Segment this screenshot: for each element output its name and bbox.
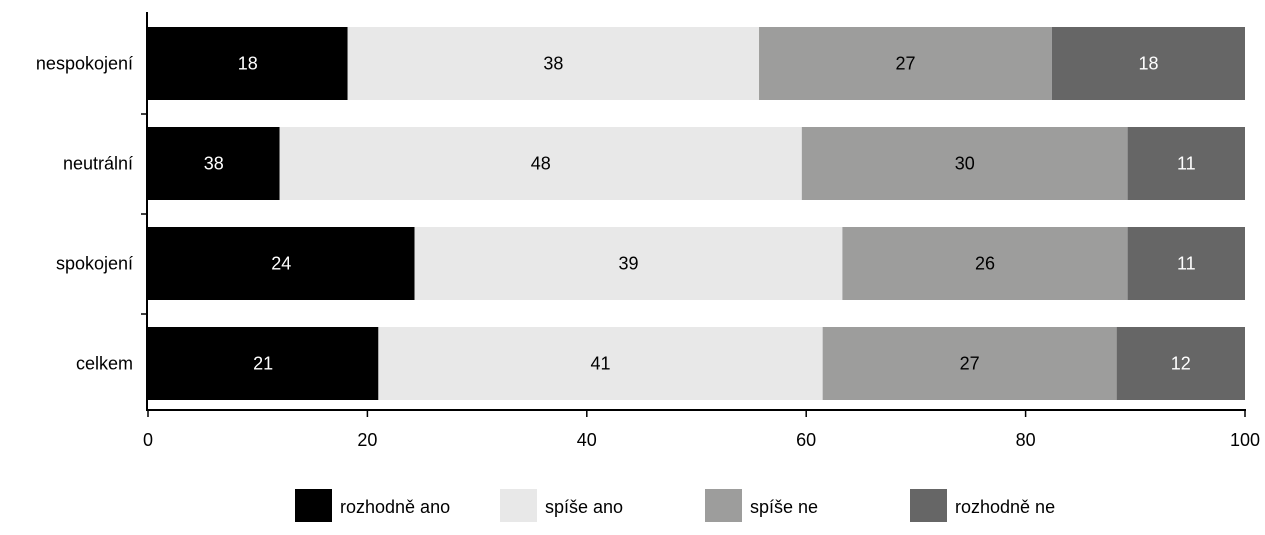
- axes: [141, 12, 1246, 411]
- bar-segment-4-4: [1116, 327, 1245, 400]
- data-label-4-3: 27: [960, 354, 980, 374]
- bars-group: 18 38 27 18 38 48 30 11 24 39 26 11 21 41 27 12: [148, 27, 1245, 400]
- bar-segment-3-1: [148, 227, 415, 300]
- x-tick-label-6: 100: [1230, 430, 1260, 450]
- x-tick-label-2: 20: [357, 430, 377, 450]
- x-tick-label-5: 80: [1016, 430, 1036, 450]
- bar-segment-4-2: [378, 327, 823, 400]
- x-axis-ticks: 0 20 40 60 80 100: [143, 410, 1260, 450]
- bar-segment-2-4: [1127, 127, 1245, 200]
- category-label-3: spokojení: [56, 254, 133, 274]
- category-label-1: nespokojení: [36, 54, 133, 74]
- bar-segment-1-2: [347, 27, 760, 100]
- data-label-4-2: 41: [590, 354, 610, 374]
- bar-segment-1-1: [148, 27, 348, 100]
- data-label-4-1: 21: [253, 354, 273, 374]
- data-label-2-3: 30: [955, 154, 975, 174]
- data-label-2-1: 38: [204, 154, 224, 174]
- legend-label-3: spíše ne: [750, 497, 818, 517]
- legend-label-2: spíše ano: [545, 497, 623, 517]
- bar-segment-1-3: [759, 27, 1052, 100]
- x-tick-label-3: 40: [577, 430, 597, 450]
- data-label-1-3: 27: [895, 54, 915, 74]
- legend-swatch-3: [705, 489, 742, 522]
- bar-segment-1-4: [1051, 27, 1245, 100]
- legend: rozhodně ano spíše ano spíše ne rozhodně ne: [295, 489, 1055, 522]
- legend-label-1: rozhodně ano: [340, 497, 450, 517]
- bar-segment-2-1: [148, 127, 280, 200]
- bar-segment-4-3: [822, 327, 1117, 400]
- data-label-1-4: 18: [1138, 54, 1158, 74]
- category-label-2: neutrální: [63, 154, 133, 174]
- data-label-1-1: 18: [238, 54, 258, 74]
- data-label-3-3: 26: [975, 254, 995, 274]
- legend-swatch-2: [500, 489, 537, 522]
- bar-segment-2-2: [279, 127, 802, 200]
- data-label-2-4: 11: [1177, 154, 1196, 174]
- category-labels: nespokojení neutrální spokojení celkem: [36, 54, 133, 374]
- legend-swatch-1: [295, 489, 332, 522]
- bar-segment-3-4: [1127, 227, 1245, 300]
- legend-swatch-4: [910, 489, 947, 522]
- x-tick-label-1: 0: [143, 430, 153, 450]
- bar-segment-3-2: [414, 227, 843, 300]
- x-tick-label-4: 60: [796, 430, 816, 450]
- data-label-1-2: 38: [543, 54, 563, 74]
- data-label-3-4: 11: [1177, 254, 1196, 274]
- bar-segment-3-3: [842, 227, 1128, 300]
- data-label-3-1: 24: [271, 254, 291, 274]
- bar-segment-4-1: [148, 327, 379, 400]
- category-label-4: celkem: [76, 354, 133, 374]
- data-label-3-2: 39: [618, 254, 638, 274]
- bar-segment-2-3: [801, 127, 1128, 200]
- data-label-2-2: 48: [531, 154, 551, 174]
- data-label-4-4: 12: [1171, 354, 1191, 374]
- legend-label-4: rozhodně ne: [955, 497, 1055, 517]
